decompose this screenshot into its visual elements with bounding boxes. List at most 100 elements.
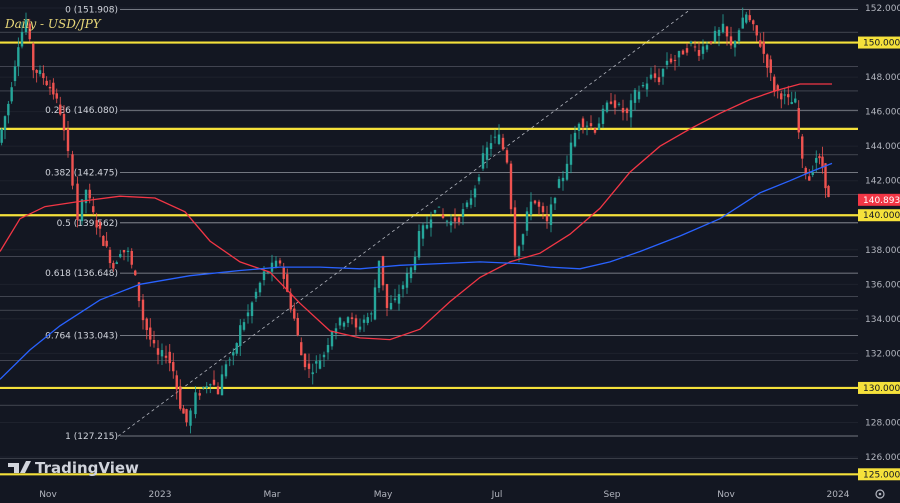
- candle-body: [493, 136, 497, 138]
- time-tick-label: 2024: [827, 490, 850, 500]
- candle-body: [445, 220, 449, 222]
- price-level-label[interactable]: 140.000: [863, 211, 900, 221]
- settings-button[interactable]: [875, 489, 885, 499]
- time-tick-label: Jul: [491, 490, 503, 500]
- candle-body: [164, 355, 168, 358]
- price-tick-label: 128.000: [865, 418, 900, 428]
- candle-body: [637, 91, 641, 100]
- blue-moving-average: [0, 162, 833, 380]
- candle-body: [66, 128, 70, 152]
- settings-icon[interactable]: [875, 489, 885, 499]
- time-axis[interactable]: Nov 2023 Mar May Jul Sep Nov 2024: [0, 483, 858, 503]
- candle-body: [485, 147, 489, 160]
- candle-body: [433, 209, 437, 213]
- candle-body: [10, 87, 13, 102]
- candle-body: [35, 69, 38, 73]
- candle-body: [773, 76, 776, 92]
- trendline-layer: [117, 9, 691, 437]
- price-tick-label: 136.000: [865, 280, 900, 290]
- candle-body: [783, 94, 786, 96]
- price-level-label[interactable]: 125.000: [863, 470, 900, 480]
- time-tick-label: May: [374, 490, 393, 500]
- candle-body: [453, 217, 457, 222]
- candle-body: [202, 387, 205, 389]
- candle-body: [661, 68, 665, 77]
- fib-label: 0.382 (142.475): [45, 168, 118, 178]
- candle-body: [235, 343, 238, 354]
- candle-body: [824, 163, 827, 189]
- candle-body: [7, 103, 10, 116]
- settings-icon-center: [878, 492, 882, 496]
- candle-body: [32, 43, 35, 71]
- candle-body: [421, 225, 425, 239]
- candle-body: [389, 302, 393, 310]
- candle-body: [182, 408, 185, 414]
- candle-body: [24, 19, 28, 33]
- candle-body: [289, 293, 292, 310]
- price-tick-label: 142.000: [865, 177, 900, 187]
- candle-body: [413, 256, 417, 271]
- candle-body: [92, 206, 95, 213]
- candle-body: [145, 318, 148, 331]
- candle-body: [673, 59, 677, 61]
- candle-body: [13, 66, 17, 82]
- candle-body: [593, 128, 597, 133]
- candle-body: [653, 73, 657, 78]
- candle-body: [377, 260, 381, 288]
- price-level-tag[interactable]: [858, 468, 900, 481]
- candle-body: [585, 125, 589, 127]
- candle-body: [266, 271, 270, 273]
- candle-body: [122, 250, 126, 253]
- candle-body: [362, 319, 366, 323]
- candle-body: [811, 172, 814, 175]
- price-level-tag[interactable]: [858, 209, 900, 222]
- candle-body: [370, 313, 373, 315]
- candle-body: [787, 94, 790, 98]
- candle-body: [350, 317, 354, 320]
- price-axis[interactable]: 152.000 150.000 148.000 146.000 144.000 142.0…: [858, 0, 900, 483]
- candle-body: [489, 143, 493, 149]
- candle-body: [130, 250, 133, 265]
- candle-body: [577, 123, 581, 131]
- red-moving-average: [0, 83, 832, 341]
- candle-body: [529, 201, 533, 215]
- candle-body: [605, 102, 609, 112]
- candle-body: [232, 352, 235, 356]
- candle-body: [334, 328, 338, 334]
- candle-body: [625, 108, 629, 114]
- candle-body: [762, 41, 765, 54]
- candle-body: [541, 206, 545, 213]
- candle-body: [641, 84, 645, 87]
- price-level-tag[interactable]: [858, 381, 900, 394]
- tradingview-logo-mark: [20, 461, 31, 473]
- candle-body: [42, 73, 45, 79]
- last-price-tag[interactable]: [858, 193, 900, 206]
- candle-body: [776, 85, 779, 91]
- candle-body: [417, 231, 421, 258]
- candle-body: [752, 20, 755, 25]
- candle-body: [98, 222, 102, 229]
- candle-body: [401, 285, 405, 290]
- candle-body: [38, 70, 42, 75]
- candle-body: [385, 284, 389, 308]
- tradingview-logo-icon: [8, 463, 19, 473]
- price-level-label[interactable]: 150.000: [863, 39, 900, 49]
- candle-body: [681, 50, 685, 55]
- candle-body: [168, 351, 171, 364]
- candle-body: [501, 137, 505, 150]
- price-level-label[interactable]: 130.000: [863, 384, 900, 394]
- last-price-label[interactable]: 140.893: [863, 196, 900, 206]
- candle-body: [717, 29, 721, 36]
- candle-body: [677, 51, 681, 58]
- price-tick-label: 148.000: [865, 73, 900, 83]
- candle-body: [713, 30, 717, 42]
- candle-body: [282, 266, 285, 279]
- candle-body: [254, 291, 258, 299]
- candle-body: [338, 317, 342, 326]
- candle-body: [194, 392, 197, 415]
- candle-body: [216, 386, 220, 395]
- candle-body: [589, 123, 593, 127]
- price-level-tag[interactable]: [858, 36, 900, 49]
